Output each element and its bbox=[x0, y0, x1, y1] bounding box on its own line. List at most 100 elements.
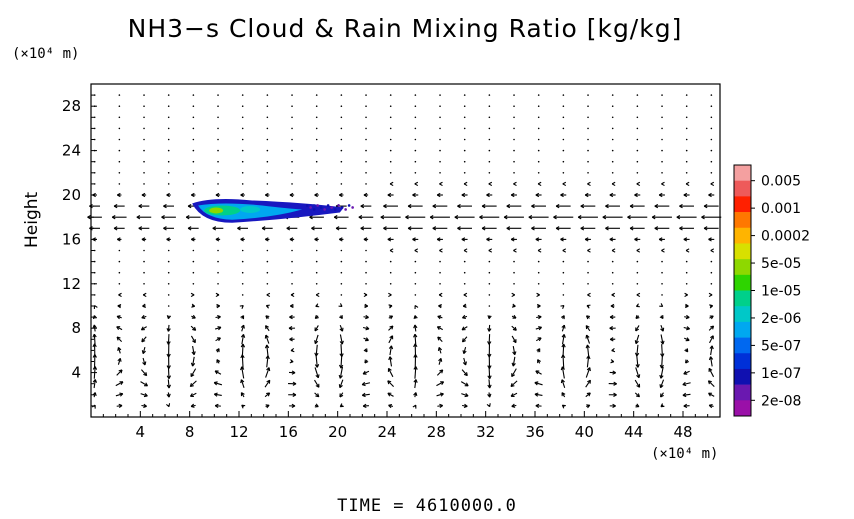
vector-arrowhead bbox=[141, 350, 146, 355]
vector-arrowhead bbox=[584, 237, 589, 242]
vector-arrowhead bbox=[265, 315, 270, 320]
vector-arrowhead bbox=[462, 303, 467, 308]
vector-arrowhead bbox=[315, 383, 320, 388]
vector-dot bbox=[315, 183, 318, 185]
vector-dot bbox=[340, 283, 343, 285]
vector-arrowhead bbox=[189, 393, 194, 397]
vector-arrowhead bbox=[658, 237, 663, 242]
colorbar-cell bbox=[734, 259, 751, 276]
x-tick-label: 24 bbox=[377, 423, 396, 441]
vector-dot bbox=[315, 94, 318, 96]
vector-dot bbox=[414, 160, 417, 163]
x-tick-label: 20 bbox=[328, 423, 347, 441]
vector-arrowhead bbox=[661, 248, 665, 253]
vector-arrow bbox=[190, 368, 197, 377]
vector-dot bbox=[266, 271, 269, 274]
vector-dot bbox=[266, 183, 269, 185]
vector-arrowhead bbox=[660, 327, 665, 332]
vector-arrowhead bbox=[635, 314, 640, 319]
vector-dot bbox=[167, 160, 170, 163]
vector-arrowhead bbox=[265, 192, 269, 198]
vector-arrowhead bbox=[561, 324, 566, 329]
vector-arrowhead bbox=[333, 215, 338, 220]
colorbar-label: 5e-07 bbox=[761, 338, 801, 354]
vector-arrowhead bbox=[560, 237, 564, 242]
vector-dot bbox=[439, 149, 441, 152]
vector-dot bbox=[315, 271, 318, 274]
vector-arrowhead bbox=[487, 353, 492, 358]
chart-title: NH3−s Cloud & Rain Mixing Ratio [kg/kg] bbox=[127, 14, 683, 43]
vector-dot bbox=[266, 94, 269, 96]
vector-arrow bbox=[314, 367, 319, 378]
vector-dot bbox=[241, 183, 244, 185]
vector-arrowhead bbox=[214, 370, 219, 375]
vector-dot bbox=[266, 116, 269, 119]
y-tick-label: 8 bbox=[71, 319, 81, 337]
vector-arrowhead bbox=[436, 326, 441, 330]
vector-arrowhead bbox=[407, 226, 412, 231]
vector-arrowhead bbox=[338, 303, 343, 308]
vector-arrowhead bbox=[537, 303, 541, 309]
vector-dot bbox=[710, 172, 713, 174]
vector-arrowhead bbox=[266, 392, 271, 397]
vector-arrow bbox=[340, 354, 343, 369]
vector-arrowhead bbox=[214, 403, 219, 409]
vector-arrowhead bbox=[487, 393, 492, 398]
vector-dot bbox=[365, 138, 367, 141]
vector-arrowhead bbox=[364, 303, 369, 309]
vector-arrowhead bbox=[461, 192, 466, 198]
vector-dot bbox=[340, 183, 343, 185]
vector-dot bbox=[513, 138, 515, 141]
x-tick-label: 40 bbox=[575, 423, 594, 441]
vector-arrowhead bbox=[437, 315, 442, 320]
vector-dot bbox=[192, 271, 195, 274]
vector-arrowhead bbox=[487, 341, 492, 345]
vector-arrowhead bbox=[383, 203, 387, 209]
vector-arrowhead bbox=[117, 347, 122, 351]
vector-dot bbox=[365, 249, 367, 252]
vector-arrowhead bbox=[613, 392, 617, 397]
vector-arrowhead bbox=[555, 226, 560, 231]
vector-arrowhead bbox=[511, 373, 516, 378]
vector-arrowhead bbox=[389, 181, 394, 187]
vector-arrowhead bbox=[389, 335, 394, 340]
vector-arrowhead bbox=[510, 237, 515, 242]
y-tick-label: 28 bbox=[62, 97, 81, 115]
vector-arrowhead bbox=[387, 367, 392, 372]
vector-arrowhead bbox=[629, 226, 634, 231]
vector-arrowhead bbox=[462, 361, 467, 366]
vector-arrowhead bbox=[611, 347, 616, 353]
vector-arrowhead bbox=[481, 203, 486, 209]
vector-dot bbox=[636, 105, 639, 107]
vector-arrowhead bbox=[511, 292, 516, 298]
vector-dot bbox=[562, 260, 565, 263]
vector-dot bbox=[685, 149, 688, 152]
colorbar-cell bbox=[734, 337, 751, 354]
vector-arrow bbox=[389, 345, 392, 356]
vector-dot bbox=[93, 183, 96, 185]
vector-arrow bbox=[436, 369, 444, 376]
vector-arrowhead bbox=[487, 375, 492, 380]
vector-arrowhead bbox=[463, 372, 468, 377]
vector-dot bbox=[611, 271, 614, 274]
vector-arrowhead bbox=[534, 381, 539, 386]
vector-dot bbox=[143, 271, 145, 274]
vector-arrow bbox=[635, 367, 640, 378]
vector-dot bbox=[291, 172, 293, 174]
vector-dot bbox=[414, 271, 417, 274]
vector-arrowhead bbox=[636, 374, 641, 379]
vector-dot bbox=[562, 271, 565, 274]
vector-dot bbox=[636, 138, 639, 141]
vector-dot bbox=[192, 105, 195, 107]
vector-arrowhead bbox=[289, 314, 293, 320]
vector-arrowhead bbox=[587, 181, 591, 187]
vector-arrowhead bbox=[291, 370, 296, 375]
vector-arrowhead bbox=[432, 226, 437, 231]
vector-arrowhead bbox=[659, 303, 664, 308]
vector-dot bbox=[118, 183, 121, 185]
vector-arrowhead bbox=[240, 324, 245, 329]
vector-dot bbox=[463, 105, 466, 107]
vector-dot bbox=[167, 149, 170, 152]
vector-dot bbox=[167, 183, 170, 185]
colorbar-cell bbox=[734, 196, 751, 213]
